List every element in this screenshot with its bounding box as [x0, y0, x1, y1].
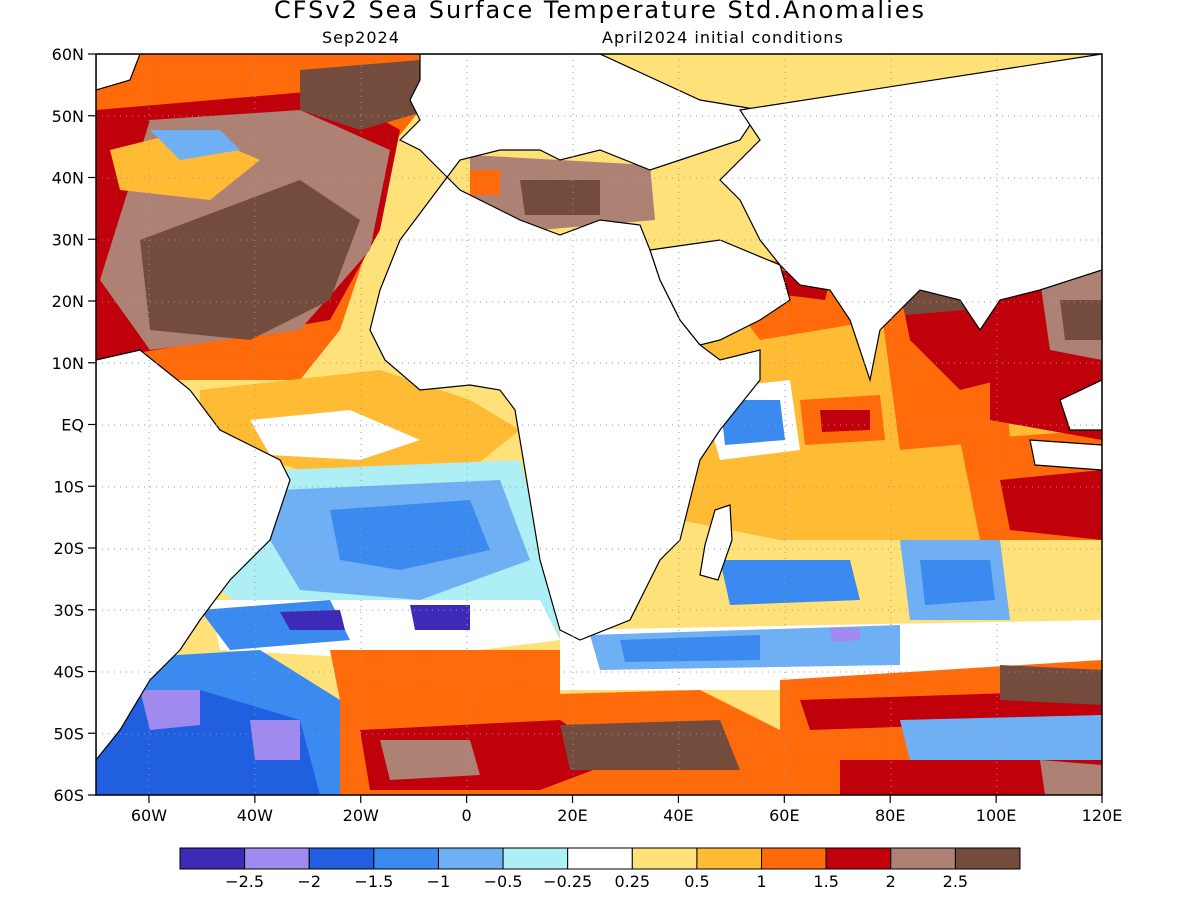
- lat-tick-label: 50N: [52, 107, 84, 126]
- colorbar-label: 1: [756, 872, 766, 891]
- lat-tick-label: 40N: [52, 169, 84, 188]
- lat-tick-label: 60S: [53, 786, 84, 805]
- colorbar-swatch: [954, 847, 1021, 870]
- colorbar-swatch: [308, 847, 375, 870]
- lat-tick-label: 60N: [52, 45, 84, 64]
- colorbar-legend: −2.5 −2 −1.5 −1 −0.5 −0.25 0.25 0.5 1 1.5 2 2.5: [179, 847, 1021, 891]
- lon-tick-label: 0: [462, 806, 472, 825]
- lon-tick-label: 80E: [875, 806, 905, 825]
- lon-tick-label: 100E: [976, 806, 1017, 825]
- colorbar-label: −0.25: [543, 872, 592, 891]
- lat-tick-label: 30S: [53, 601, 84, 620]
- lat-tick-label: 30N: [52, 230, 84, 249]
- anomaly-field: [96, 54, 1102, 795]
- colorbar-swatch: [502, 847, 569, 870]
- colorbar-label: 1.5: [813, 872, 838, 891]
- colorbar-label: 2.5: [943, 872, 968, 891]
- continents: [96, 54, 1102, 761]
- colorbar-label: 0.5: [684, 872, 709, 891]
- colorbar-label: −1: [427, 872, 451, 891]
- longitude-axis: 60W 40W 20W 0 20E 40E 60E 80E 100E 120E: [131, 795, 1122, 825]
- lat-tick-label: 20N: [52, 292, 84, 311]
- colorbar-swatch: [696, 847, 763, 870]
- colorbar-label: 0.25: [614, 872, 650, 891]
- colorbar-label: 2: [886, 872, 896, 891]
- colorbar-swatch: [567, 847, 633, 870]
- colorbar-label: −2: [297, 872, 321, 891]
- colorbar-swatch: [890, 847, 956, 870]
- colorbar-swatch: [761, 847, 827, 870]
- lat-tick-label: 50S: [53, 724, 84, 743]
- lat-tick-label: 10N: [52, 354, 84, 373]
- lon-tick-label: 40E: [663, 806, 693, 825]
- colorbar-swatch: [631, 847, 698, 870]
- initial-conditions: April2024 initial conditions: [602, 28, 844, 47]
- lon-tick-label: 120E: [1082, 806, 1123, 825]
- lat-tick-label: 10S: [53, 477, 84, 496]
- lat-tick-label: 40S: [53, 663, 84, 682]
- lon-tick-label: 60W: [131, 806, 167, 825]
- colorbar-swatch: [244, 847, 310, 870]
- chart-title: CFSv2 Sea Surface Temperature Std.Anomal…: [273, 0, 927, 24]
- colorbar-swatch: [179, 847, 246, 870]
- colorbar-label: −0.5: [484, 872, 523, 891]
- colorbar-swatch: [437, 847, 504, 870]
- lon-tick-label: 40W: [237, 806, 273, 825]
- latitude-axis: 60N 50N 40N 30N 20N 10N EQ 10S 20S 30S 40S 50S 60S: [52, 45, 96, 805]
- forecast-month: Sep2024: [322, 28, 400, 47]
- colorbar-swatch: [825, 847, 892, 870]
- colorbar-swatch: [373, 847, 439, 870]
- lon-tick-label: 20E: [557, 806, 587, 825]
- colorbar-label: −1.5: [354, 872, 393, 891]
- lat-tick-label: EQ: [61, 416, 84, 435]
- lat-tick-label: 20S: [53, 539, 84, 558]
- lon-tick-label: 20W: [343, 806, 379, 825]
- lon-tick-label: 60E: [769, 806, 799, 825]
- colorbar-label: −2.5: [225, 872, 264, 891]
